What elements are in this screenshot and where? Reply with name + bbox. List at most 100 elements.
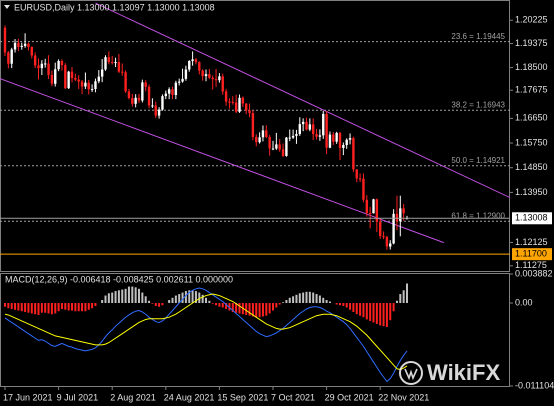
- macd-bar: [208, 300, 211, 304]
- macd-bar: [54, 303, 57, 314]
- macd-bar: [362, 303, 365, 318]
- candle-body: [278, 144, 281, 150]
- macd-bar: [71, 303, 73, 311]
- candle-body: [352, 138, 355, 170]
- y-tick-label: 1.14850: [515, 162, 548, 172]
- candle-body: [3, 27, 7, 53]
- candle-body: [328, 134, 332, 148]
- macd-bar: [124, 288, 127, 304]
- candle-body: [47, 63, 50, 75]
- macd-bar: [64, 303, 67, 310]
- main-frame: [0, 0, 510, 272]
- y-tick-label: -0.011104: [515, 380, 554, 390]
- candle-body: [208, 74, 211, 78]
- candle-body: [111, 62, 114, 64]
- macd-bar: [342, 303, 345, 307]
- macd-bar: [225, 303, 228, 309]
- macd-bar: [395, 300, 398, 304]
- candle-body: [30, 47, 33, 56]
- candle-body: [234, 102, 238, 112]
- candle-body: [358, 178, 362, 180]
- macd-bar: [365, 303, 368, 320]
- macd-bar: [355, 303, 358, 315]
- candle-body: [348, 138, 352, 140]
- candle-body: [104, 57, 107, 70]
- macd-bar: [14, 303, 17, 310]
- candle-body: [312, 124, 315, 134]
- x-tick-label: 9 Jul 2021: [57, 392, 99, 402]
- candle-body: [70, 71, 74, 79]
- candle-body: [389, 243, 392, 247]
- candle-body: [94, 81, 97, 89]
- macd-bar: [318, 295, 321, 304]
- candle-body: [40, 63, 44, 69]
- candle-body: [198, 62, 201, 71]
- candle-body: [365, 199, 368, 214]
- macd-bar: [104, 295, 107, 304]
- macd-bar: [184, 291, 187, 304]
- x-tick-label: 22 Nov 2021: [378, 392, 429, 402]
- candle-body: [174, 82, 178, 96]
- macd-bar: [117, 290, 120, 304]
- macd-bar: [138, 288, 140, 304]
- macd-bar: [111, 292, 114, 304]
- macd-bar: [154, 303, 157, 307]
- price-label-box: [512, 212, 552, 225]
- candle-body: [154, 105, 157, 116]
- candle-body: [332, 134, 335, 142]
- price-label: 1.13008: [515, 213, 548, 223]
- candle-body: [97, 76, 100, 82]
- macd-bar: [255, 303, 258, 318]
- macd-bar: [298, 293, 301, 304]
- candle-body: [221, 76, 224, 92]
- macd-bar: [91, 303, 94, 309]
- candle-body: [64, 65, 67, 89]
- macd-bar: [248, 303, 251, 316]
- candle-body: [204, 74, 208, 77]
- y-tick-label: 0.00: [515, 297, 533, 307]
- macd-bar: [40, 303, 43, 313]
- macd-bar: [205, 297, 207, 304]
- candle-body: [201, 70, 204, 77]
- candle-body: [80, 81, 84, 87]
- x-tick-label: 17 Jun 2021: [3, 392, 53, 402]
- macd-bar: [30, 303, 33, 314]
- candle-body: [114, 62, 117, 64]
- candle-body: [288, 137, 291, 139]
- y-tick-label: 1.15750: [515, 137, 548, 147]
- candle-body: [305, 121, 308, 130]
- macd-bar: [235, 303, 238, 313]
- macd-bar: [382, 303, 385, 327]
- macd-bar: [372, 303, 375, 323]
- macd-bar: [312, 292, 315, 304]
- macd-bar: [402, 290, 405, 304]
- candle-body: [167, 89, 171, 94]
- macd-bar: [315, 294, 318, 304]
- candle-body: [298, 124, 301, 134]
- macd-bar: [74, 303, 77, 312]
- macd-bar: [201, 294, 204, 304]
- macd-bar: [148, 300, 151, 304]
- candle-body: [392, 213, 395, 244]
- x-tick-label: 15 Sep 2021: [217, 392, 268, 402]
- candle-body: [231, 101, 234, 103]
- candle-body: [322, 113, 325, 136]
- macd-bar: [335, 303, 338, 305]
- macd-bar: [131, 286, 134, 304]
- macd-bar: [325, 300, 328, 304]
- macd-bar: [47, 303, 50, 314]
- candle-body: [241, 97, 245, 104]
- candle-body: [402, 208, 405, 214]
- candle-body: [7, 52, 10, 64]
- y-tick-label: 1.17675: [515, 85, 548, 95]
- candle-body: [131, 98, 134, 104]
- candle-body: [60, 60, 64, 66]
- candle-body: [291, 135, 295, 138]
- trend-line: [95, 2, 510, 199]
- macd-bar: [292, 296, 295, 304]
- menu-arrow[interactable]: [4, 5, 10, 9]
- macd-bar: [295, 294, 298, 304]
- macd-bar: [188, 290, 191, 304]
- candle-body: [285, 137, 288, 156]
